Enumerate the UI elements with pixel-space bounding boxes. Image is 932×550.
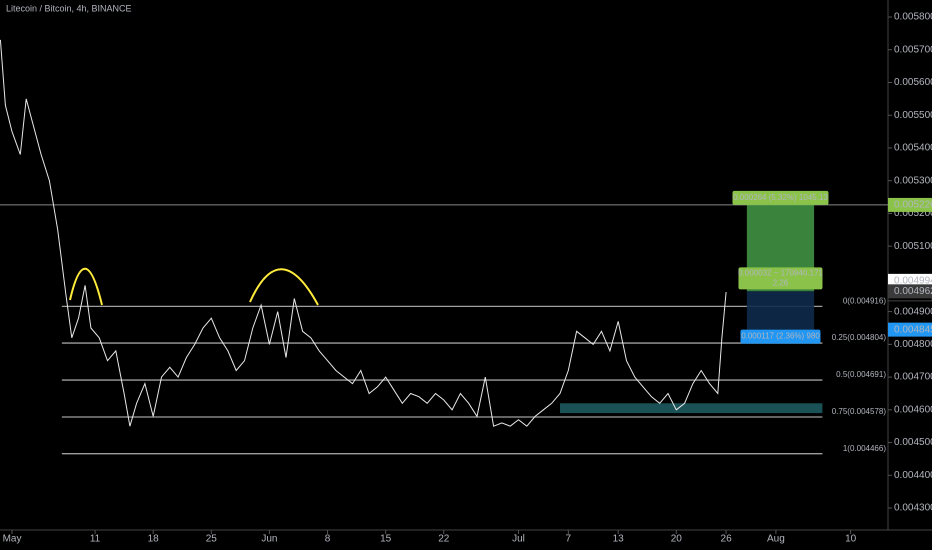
x-tick-label: Aug bbox=[767, 534, 785, 545]
price-label-bg bbox=[888, 284, 932, 299]
y-tick-label: 0.005300 bbox=[894, 175, 932, 186]
price-label-bg bbox=[888, 197, 932, 212]
price-label: 0.004962 bbox=[894, 286, 932, 297]
y-tick-label: 0.005600 bbox=[894, 77, 932, 88]
y-tick-label: 0.004900 bbox=[894, 306, 932, 317]
fib-label: 1(0.004466) bbox=[843, 444, 886, 453]
y-tick-label: 0.005400 bbox=[894, 143, 932, 154]
x-tick-label: Jul bbox=[512, 534, 525, 545]
y-tick-label: 0.005800 bbox=[894, 12, 932, 23]
chart-title: Litecoin / Bitcoin, 4h, BINANCE bbox=[6, 3, 132, 13]
target-label-bg bbox=[732, 190, 829, 205]
y-tick-label: 0.005500 bbox=[894, 110, 932, 121]
y-tick-label: 0.004700 bbox=[894, 372, 932, 383]
y-tick-label: 0.004300 bbox=[894, 503, 932, 514]
price-label: 0.005226 bbox=[894, 200, 932, 211]
info-line: 2.26 bbox=[773, 278, 789, 287]
x-tick-label: 18 bbox=[148, 534, 160, 545]
x-tick-label: 11 bbox=[90, 534, 101, 545]
x-tick-label: 15 bbox=[380, 534, 392, 545]
x-tick-label: 10 bbox=[845, 534, 857, 545]
x-tick-label: 26 bbox=[721, 534, 733, 545]
x-tick-label: 25 bbox=[206, 534, 218, 545]
x-tick-label: May bbox=[3, 534, 22, 545]
y-tick-label: 0.004400 bbox=[894, 470, 932, 481]
fib-label: 0.25(0.004804) bbox=[832, 333, 887, 342]
price-label: 0.004994 bbox=[894, 275, 932, 286]
y-tick-label: 0.005200 bbox=[894, 208, 932, 219]
info-bg bbox=[738, 267, 823, 290]
fib-label: 0(0.004916) bbox=[843, 296, 886, 305]
y-tick-label: 0.004800 bbox=[894, 339, 932, 350]
price-label: 0.004845 bbox=[894, 324, 932, 335]
y-tick-label: 0.005700 bbox=[894, 44, 932, 55]
x-tick-label: 13 bbox=[613, 534, 625, 545]
x-tick-label: Jun bbox=[261, 534, 277, 545]
target-label: 0.000264 (5.32%) 1045.13 bbox=[733, 193, 828, 202]
stop-box bbox=[746, 291, 815, 330]
stop-label-bg bbox=[740, 329, 821, 344]
x-tick-label: 20 bbox=[671, 534, 683, 545]
x-tick-label: 7 bbox=[566, 534, 572, 545]
x-tick-label: 8 bbox=[325, 534, 331, 545]
stop-label: 0.000117 (2.36%) 980 bbox=[741, 332, 820, 341]
price-label-bg bbox=[888, 322, 932, 337]
annotation-arc bbox=[249, 268, 319, 306]
price-line bbox=[0, 39, 727, 427]
fib-label: 0.5(0.004691) bbox=[836, 370, 886, 379]
info-line: 0.000032 ~ 170940.171 bbox=[738, 268, 823, 277]
fib-label: 0.75(0.004578) bbox=[832, 407, 887, 416]
x-tick-label: 22 bbox=[438, 534, 450, 545]
y-tick-label: 0.004500 bbox=[894, 437, 932, 448]
zone bbox=[560, 403, 823, 414]
y-tick-label: 0.004600 bbox=[894, 404, 932, 415]
annotation-arc bbox=[69, 267, 103, 306]
y-tick-label: 0.005100 bbox=[894, 241, 932, 252]
